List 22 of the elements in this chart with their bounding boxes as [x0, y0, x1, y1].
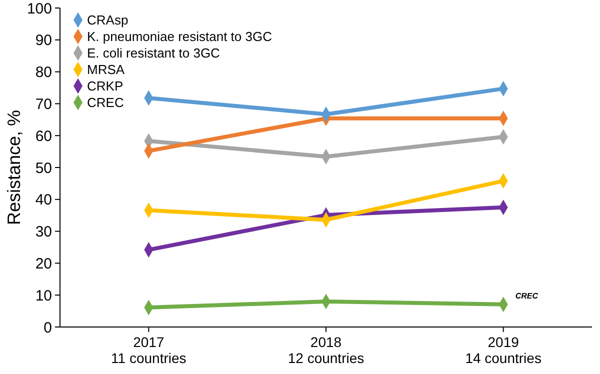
y-tick-label: 10 — [35, 287, 52, 304]
legend-label: K. pneumoniae resistant to 3GC — [87, 29, 272, 44]
legend-label: CRKP — [87, 78, 124, 94]
legend-label: MRSA — [87, 62, 125, 78]
y-tick-label: 30 — [35, 224, 52, 241]
legend-label: CRAsp — [87, 12, 128, 28]
y-tick-label: 0 — [44, 319, 52, 336]
legend-label: CREC — [87, 95, 124, 110]
y-tick-label: 90 — [35, 32, 52, 50]
annotation: CREC — [515, 291, 538, 300]
y-tick-label: 60 — [35, 128, 52, 145]
y-tick-label: 20 — [35, 255, 52, 272]
y-tick-label: 100 — [26, 0, 52, 18]
legend-label: E. coli resistant to 3GC — [87, 46, 220, 61]
x-tick-label: 2019 14 countries — [465, 334, 542, 366]
y-tick-label: 80 — [35, 64, 52, 82]
y-tick-label: 70 — [35, 96, 52, 113]
y-tick-label: 50 — [35, 160, 52, 177]
y-axis-title: Resistance, % — [4, 110, 24, 226]
x-tick-label: 2018 12 countries — [288, 334, 364, 366]
x-tick-label: 2017 11 countries — [111, 334, 186, 366]
y-tick-label: 40 — [35, 192, 52, 209]
